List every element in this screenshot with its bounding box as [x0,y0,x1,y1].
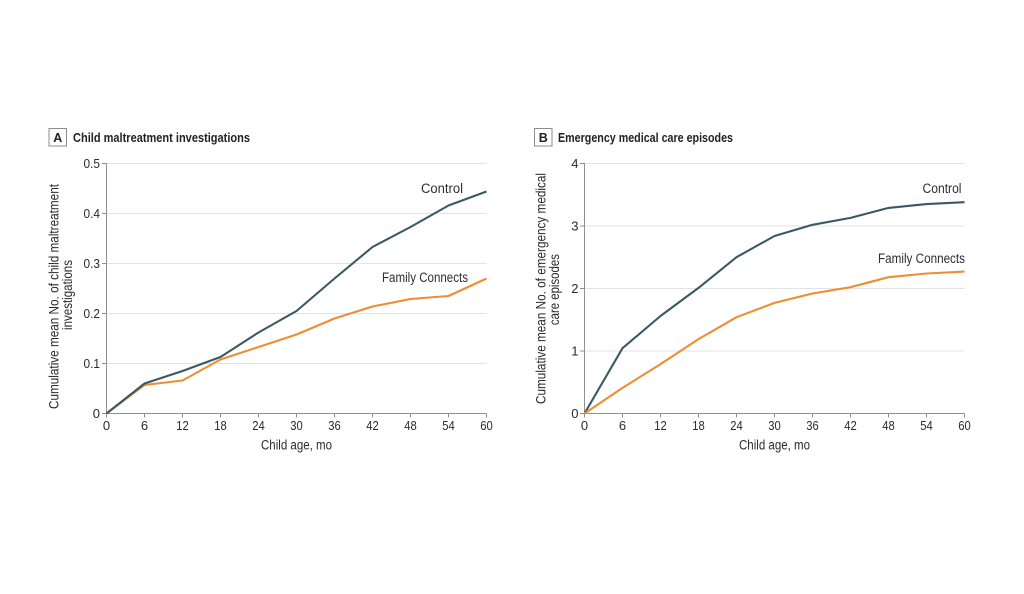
svg-text:2: 2 [571,281,578,296]
svg-text:18: 18 [214,418,227,433]
svg-text:Cumulative mean No. of emergen: Cumulative mean No. of emergency medical [534,173,549,404]
svg-text:Cumulative mean No. of child m: Cumulative mean No. of child maltreatmen… [47,184,62,409]
svg-text:0.3: 0.3 [84,256,101,271]
svg-text:6: 6 [619,418,626,433]
svg-text:0.2: 0.2 [84,306,101,321]
svg-text:Family Connects: Family Connects [382,270,468,285]
svg-text:24: 24 [730,418,743,433]
svg-text:Child maltreatment investigati: Child maltreatment investigations [73,130,250,145]
svg-text:48: 48 [404,418,417,433]
svg-text:12: 12 [654,418,667,433]
svg-text:1: 1 [571,343,578,358]
svg-text:60: 60 [480,418,493,433]
svg-text:54: 54 [920,418,933,433]
svg-text:60: 60 [958,418,971,433]
svg-text:36: 36 [328,418,341,433]
svg-text:24: 24 [252,418,265,433]
svg-text:42: 42 [366,418,379,433]
svg-text:30: 30 [768,418,781,433]
svg-text:Control: Control [923,181,962,196]
svg-text:Child age, mo: Child age, mo [261,438,332,453]
svg-text:30: 30 [290,418,303,433]
svg-text:care episodes: care episodes [547,254,562,325]
svg-text:54: 54 [442,418,455,433]
svg-text:0.4: 0.4 [84,206,101,221]
svg-text:18: 18 [692,418,705,433]
svg-text:0.5: 0.5 [84,156,101,171]
svg-text:Emergency medical care episode: Emergency medical care episodes [558,130,733,145]
svg-text:Family Connects: Family Connects [878,251,965,266]
svg-text:A: A [53,131,62,145]
svg-text:Control: Control [421,181,463,196]
svg-text:0: 0 [103,418,110,433]
svg-text:0: 0 [581,418,588,433]
svg-text:0: 0 [571,406,578,421]
svg-text:Child age, mo: Child age, mo [739,438,810,453]
svg-text:3: 3 [571,218,578,233]
svg-text:12: 12 [176,418,189,433]
svg-text:48: 48 [882,418,895,433]
svg-text:42: 42 [844,418,857,433]
svg-text:0.1: 0.1 [84,356,101,371]
svg-text:investigations: investigations [60,260,75,330]
svg-text:0: 0 [93,406,100,421]
svg-text:36: 36 [806,418,819,433]
svg-text:B: B [539,131,548,145]
svg-text:6: 6 [141,418,148,433]
svg-text:4: 4 [571,156,578,171]
